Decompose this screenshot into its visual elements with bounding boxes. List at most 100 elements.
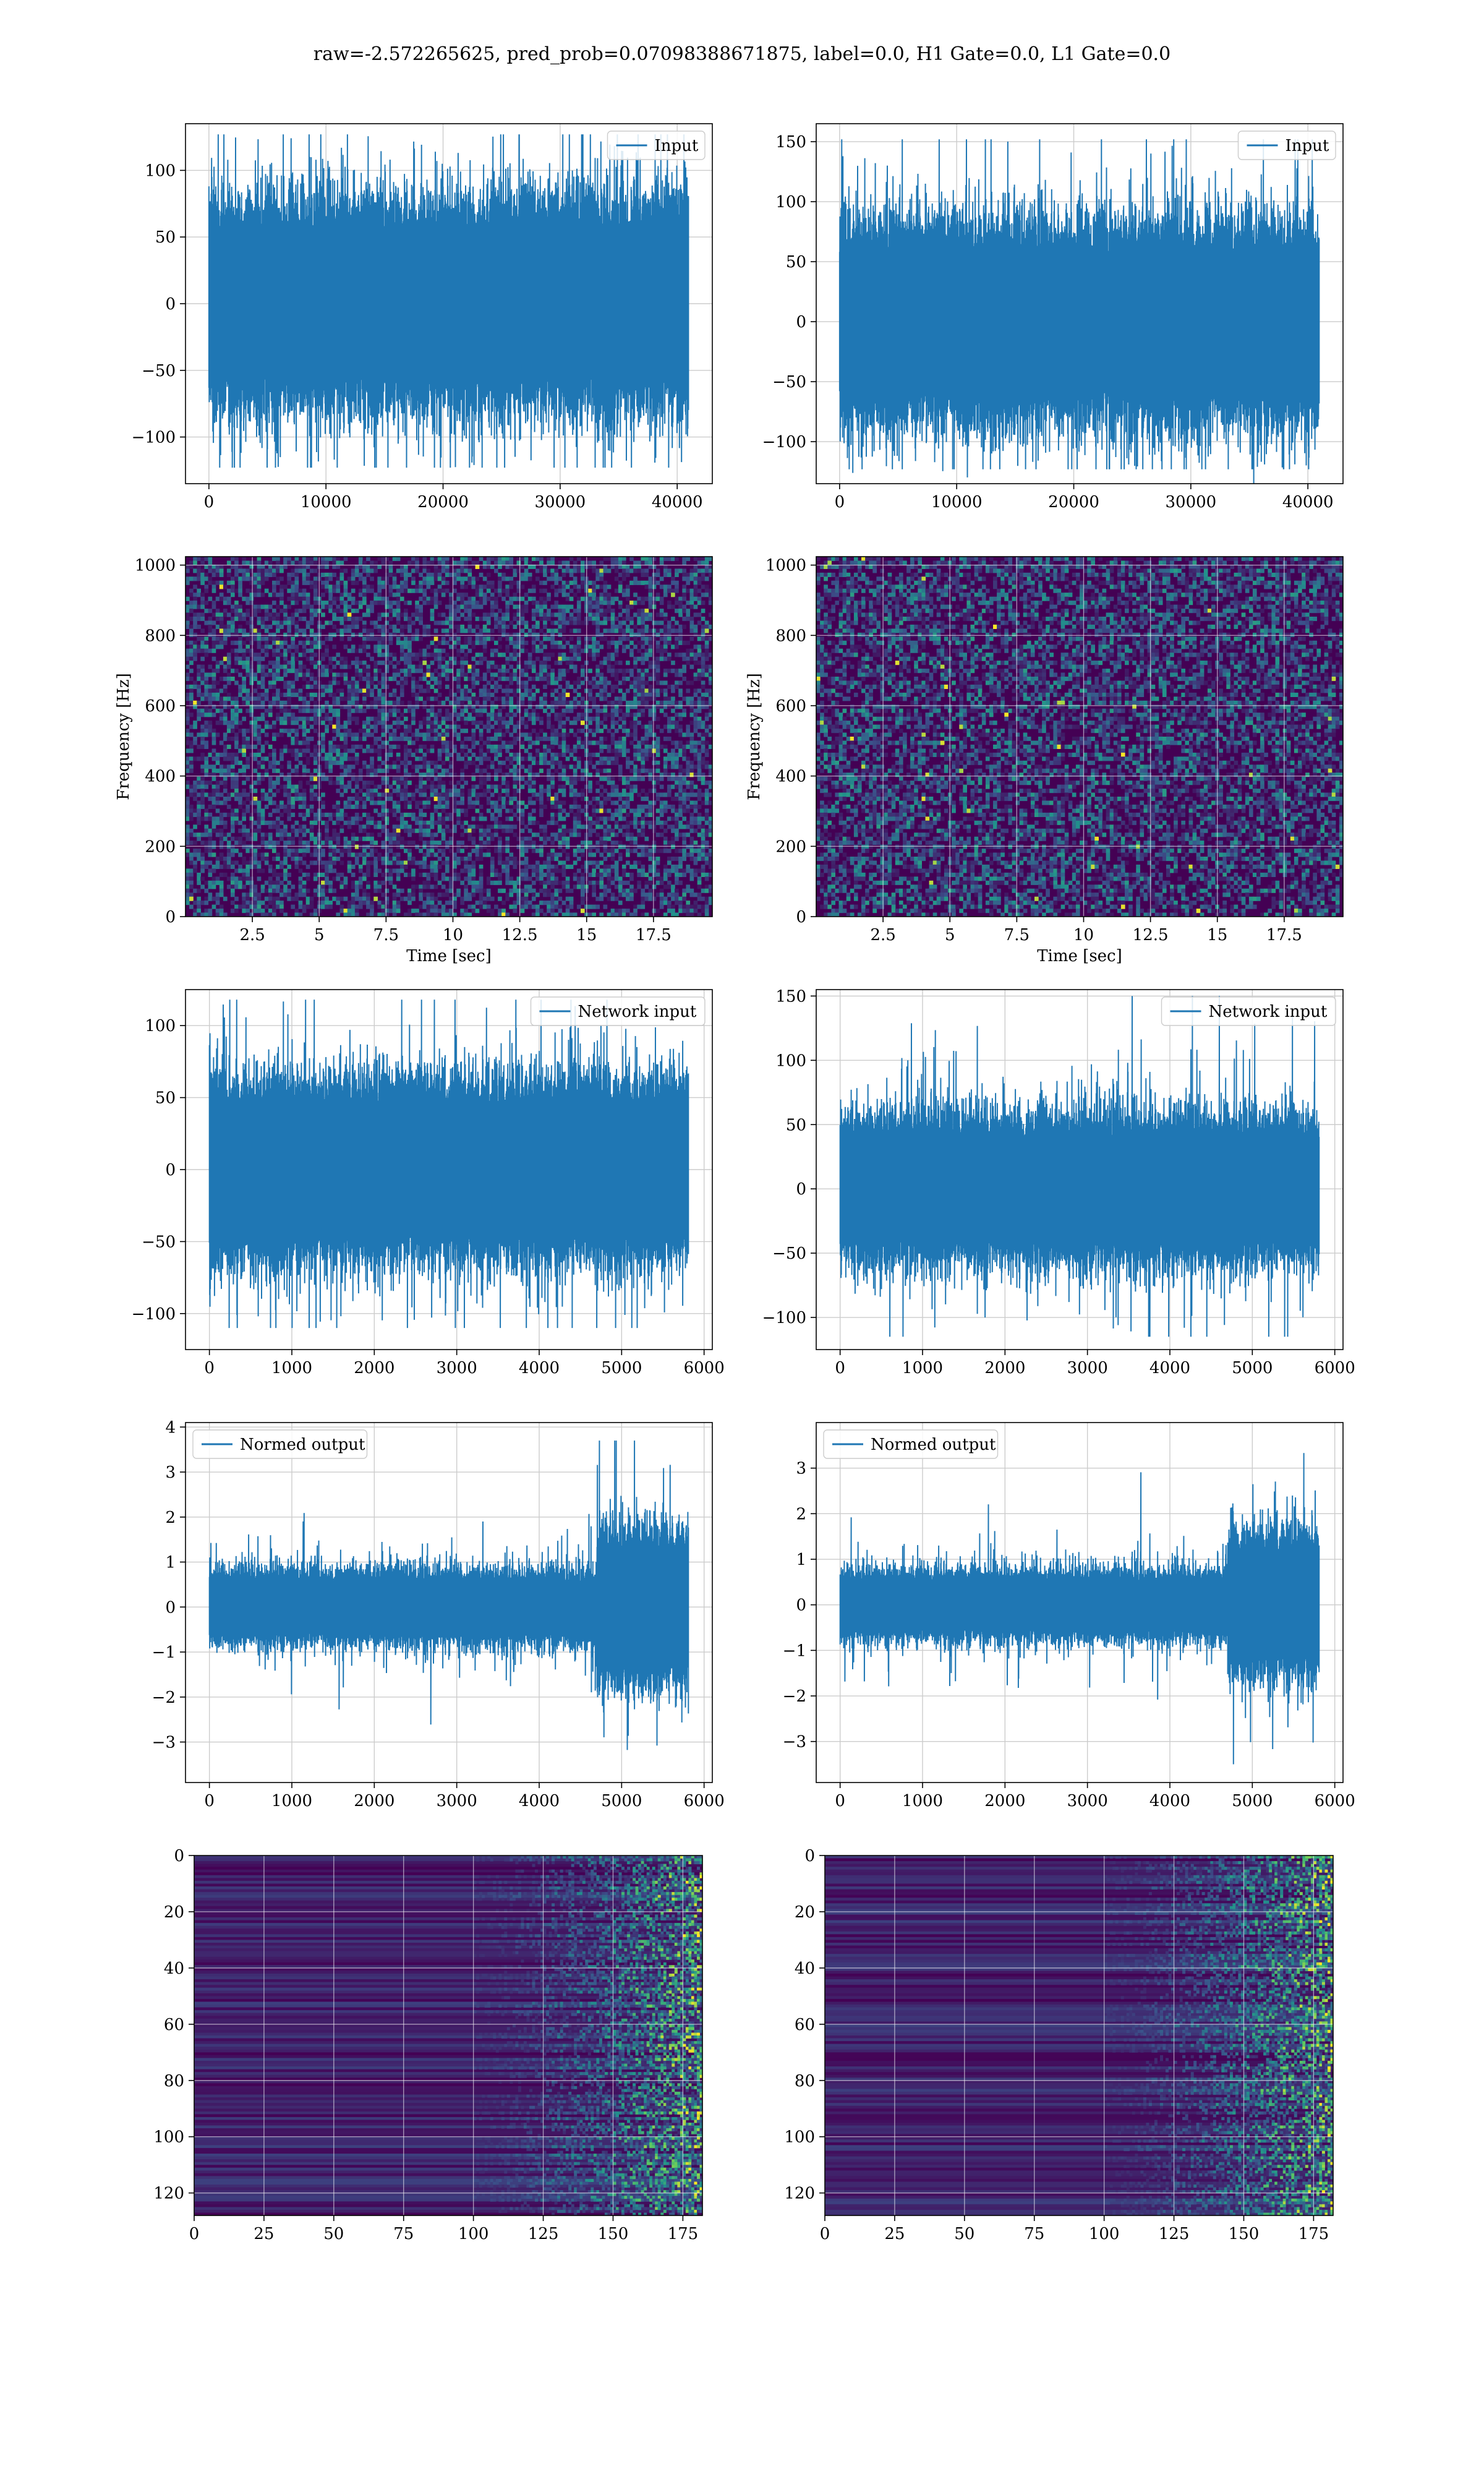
- spectrogram-h1-cell: [388, 588, 393, 593]
- spectrogram-h1-cell: [445, 864, 450, 869]
- spectrogram-h1-cell: [422, 656, 427, 661]
- spectrogram-h1-cell: [464, 820, 468, 825]
- spectrogram-h1-cell: [460, 716, 464, 721]
- spectrogram-h1-cell: [231, 828, 235, 833]
- spectrogram-h1-cell: [471, 849, 476, 854]
- spectrogram-h1-cell: [309, 560, 314, 565]
- spectrogram-h1-cell: [226, 860, 231, 865]
- spectrogram-h1-cell: [482, 888, 487, 893]
- spectrogram-h1-cell: [422, 704, 427, 709]
- spectrogram-h1-cell: [460, 692, 464, 697]
- spectrogram-h1-cell: [381, 816, 386, 821]
- spectrogram-h1-cell: [231, 901, 235, 905]
- spectrogram-h1-cell: [351, 688, 356, 693]
- spectrogram-h1-cell: [283, 560, 288, 565]
- spectrogram-h1-cell: [411, 732, 416, 737]
- spectrogram-h1-cell: [287, 696, 291, 701]
- spectrogram-h1-cell: [336, 564, 341, 569]
- spectrogram-h1-cell: [494, 744, 498, 749]
- spectrogram-h1-cell: [520, 828, 525, 833]
- spectrogram-h1-cell: [351, 833, 356, 837]
- spectrogram-h1-cell: [396, 724, 401, 729]
- spectrogram-h1-cell: [260, 888, 265, 893]
- spectrogram-h1-cell: [464, 704, 468, 709]
- spectrogram-h1-cell: [351, 820, 356, 825]
- spectrogram-h1-cell: [531, 708, 536, 713]
- spectrogram-h1-cell: [321, 624, 325, 629]
- spectrogram-h1-cell: [253, 604, 258, 609]
- spectrogram-h1-cell: [305, 564, 310, 569]
- spectrogram-h1-cell: [260, 620, 265, 625]
- spectrogram-h1-cell: [309, 612, 314, 617]
- spectrogram-h1-cell: [453, 744, 457, 749]
- spectrogram-h1-cell: [482, 776, 487, 781]
- spectrogram-h1-cell: [498, 564, 502, 569]
- spectrogram-h1-cell: [479, 781, 484, 785]
- spectrogram-h1-cell: [419, 904, 423, 909]
- spectrogram-h1-cell: [453, 572, 457, 577]
- spectrogram-h1-cell: [498, 872, 502, 877]
- spectrogram-h1-cell: [366, 744, 370, 749]
- spectrogram-h1-cell: [249, 752, 254, 757]
- spectrogram-h1-cell: [268, 776, 273, 781]
- spectrogram-h1-cell: [219, 812, 224, 817]
- spectrogram-h1-cell: [208, 792, 213, 797]
- spectrogram-h1-cell: [204, 764, 209, 769]
- spectrogram-h1-cell: [399, 820, 404, 825]
- spectrogram-h1-cell: [321, 804, 325, 809]
- spectrogram-h1-cell: [509, 797, 514, 802]
- spectrogram-h1-cell: [479, 704, 484, 709]
- spectrogram-h1-cell: [441, 560, 446, 565]
- spectrogram-h1-cell: [231, 696, 235, 701]
- spectrogram-h1-cell: [325, 752, 329, 757]
- spectrogram-h1-cell: [490, 596, 495, 601]
- spectrogram-h1-cell: [332, 876, 336, 881]
- spectrogram-h1-cell: [520, 557, 525, 562]
- spectrogram-h1-cell: [381, 804, 386, 809]
- spectrogram-h1-cell: [336, 896, 341, 901]
- spectrogram-h1-cell: [200, 580, 205, 585]
- spectrogram-h1-cell: [328, 708, 333, 713]
- spectrogram-h1-cell: [392, 632, 397, 637]
- spectrogram-h1-cell: [325, 576, 329, 581]
- spectrogram-h1-cell: [351, 716, 356, 721]
- spectrogram-h1-cell: [253, 653, 258, 657]
- spectrogram-h1-cell: [415, 601, 419, 606]
- spectrogram-h1-cell: [422, 812, 427, 817]
- spectrogram-h1-cell: [276, 617, 280, 622]
- spectrogram-h1-cell: [197, 624, 201, 629]
- spectrogram-h1-cell: [453, 624, 457, 629]
- spectrogram-h1-cell: [231, 760, 235, 765]
- spectrogram-h1-cell: [226, 833, 231, 837]
- spectrogram-h1-cell: [370, 860, 374, 865]
- spectrogram-h1-cell: [460, 713, 464, 717]
- spectrogram-h1-cell: [498, 729, 502, 734]
- spectrogram-h1-cell: [482, 564, 487, 569]
- spectrogram-h1-cell: [479, 768, 484, 773]
- spectrogram-h1-cell: [204, 588, 209, 593]
- spectrogram-h1-cell: [321, 748, 325, 753]
- spectrogram-h1-cell: [494, 872, 498, 877]
- spectrogram-h1-cell: [494, 824, 498, 829]
- spectrogram-h1-cell: [321, 812, 325, 817]
- spectrogram-h1-cell: [193, 756, 197, 761]
- spectrogram-h1-cell: [509, 773, 514, 777]
- spectrogram-h1-cell: [475, 700, 480, 705]
- spectrogram-h1-cell: [535, 732, 540, 737]
- spectrogram-h1-cell: [219, 820, 224, 825]
- spectrogram-h1-cell: [479, 760, 484, 765]
- spectrogram-h1-cell: [215, 828, 220, 833]
- spectrogram-h1-cell: [460, 708, 464, 713]
- spectrogram-h1-cell: [219, 572, 224, 577]
- spectrogram-h1-cell: [268, 680, 273, 685]
- spectrogram-h1-cell: [520, 872, 525, 877]
- spectrogram-h1-cell: [479, 776, 484, 781]
- spectrogram-h1-cell: [475, 880, 480, 885]
- spectrogram-h1-cell: [197, 872, 201, 877]
- spectrogram-h1-cell: [520, 604, 525, 609]
- spectrogram-h1-cell: [302, 764, 307, 769]
- spectrogram-h1-cell: [238, 797, 242, 802]
- spectrogram-h1-cell: [377, 812, 382, 817]
- spectrogram-h1-cell: [186, 833, 190, 837]
- spectrogram-h1-cell: [396, 784, 401, 789]
